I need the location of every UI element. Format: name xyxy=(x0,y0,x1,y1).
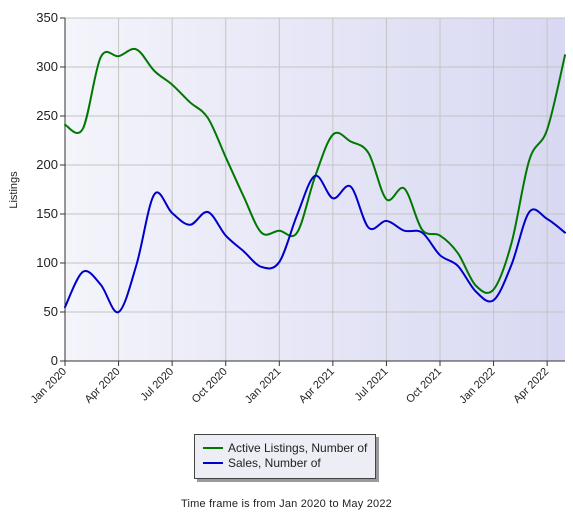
y-tick-label: 150 xyxy=(36,206,58,221)
x-tick-label: Oct 2021 xyxy=(404,366,444,406)
x-tick-label: Jul 2021 xyxy=(353,366,391,404)
x-tick-label: Jan 2021 xyxy=(243,366,283,406)
x-tick-label: Jan 2022 xyxy=(457,366,497,406)
x-tick-label: Oct 2020 xyxy=(190,366,230,406)
y-axis-title: Listings xyxy=(8,171,20,209)
y-tick-label: 350 xyxy=(36,10,58,25)
y-tick-label: 250 xyxy=(36,108,58,123)
x-tick-label: Jan 2020 xyxy=(29,366,69,406)
series-lines xyxy=(64,47,566,314)
time-frame-caption: Time frame is from Jan 2020 to May 2022 xyxy=(181,498,392,510)
y-tick-label: 300 xyxy=(36,59,58,74)
x-tick-label: Jul 2020 xyxy=(138,366,176,404)
plot-area xyxy=(65,18,565,361)
legend: Active Listings, Number of Sales, Number… xyxy=(194,434,376,479)
y-tick-label: 200 xyxy=(36,157,58,172)
y-tick-label: 100 xyxy=(36,255,58,270)
legend-swatch-sales xyxy=(203,462,223,464)
x-tick-label: Apr 2021 xyxy=(297,366,337,406)
legend-item-sales: Sales, Number of xyxy=(203,456,321,470)
x-tick-label: Apr 2022 xyxy=(511,366,551,406)
series-line-sales xyxy=(64,174,566,314)
legend-swatch-active-listings xyxy=(203,447,223,449)
x-tick-label: Apr 2020 xyxy=(83,366,123,406)
legend-label-sales: Sales, Number of xyxy=(228,456,321,470)
legend-label-active-listings: Active Listings, Number of xyxy=(228,441,368,455)
y-tick-label: 50 xyxy=(44,304,58,319)
legend-item-active-listings: Active Listings, Number of xyxy=(203,441,367,455)
y-tick-label: 0 xyxy=(51,353,58,368)
